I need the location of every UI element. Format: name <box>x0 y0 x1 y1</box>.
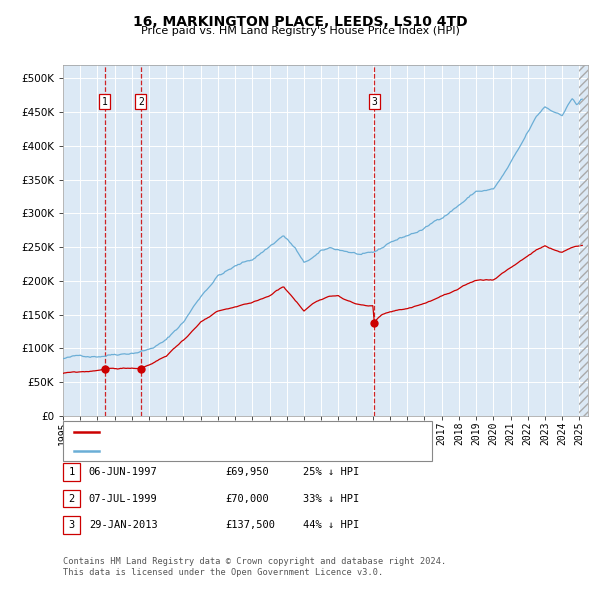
Text: 16, MARKINGTON PLACE, LEEDS, LS10 4TD (detached house): 16, MARKINGTON PLACE, LEEDS, LS10 4TD (d… <box>104 428 421 438</box>
Text: Contains HM Land Registry data © Crown copyright and database right 2024.: Contains HM Land Registry data © Crown c… <box>63 558 446 566</box>
Text: Price paid vs. HM Land Registry's House Price Index (HPI): Price paid vs. HM Land Registry's House … <box>140 26 460 36</box>
Text: 3: 3 <box>371 97 377 107</box>
Text: 1: 1 <box>68 467 74 477</box>
Text: 06-JUN-1997: 06-JUN-1997 <box>89 467 158 477</box>
Text: HPI: Average price, detached house, Leeds: HPI: Average price, detached house, Leed… <box>104 446 344 456</box>
Text: £137,500: £137,500 <box>225 520 275 530</box>
Text: 2: 2 <box>68 494 74 503</box>
Text: 44% ↓ HPI: 44% ↓ HPI <box>303 520 359 530</box>
Text: 16, MARKINGTON PLACE, LEEDS, LS10 4TD: 16, MARKINGTON PLACE, LEEDS, LS10 4TD <box>133 15 467 29</box>
Text: 33% ↓ HPI: 33% ↓ HPI <box>303 494 359 503</box>
Text: £70,000: £70,000 <box>225 494 269 503</box>
Text: 29-JAN-2013: 29-JAN-2013 <box>89 520 158 530</box>
Text: £69,950: £69,950 <box>225 467 269 477</box>
Text: 3: 3 <box>68 520 74 530</box>
Text: 2: 2 <box>138 97 144 107</box>
Text: 07-JUL-1999: 07-JUL-1999 <box>89 494 158 503</box>
Text: 1: 1 <box>102 97 108 107</box>
Text: This data is licensed under the Open Government Licence v3.0.: This data is licensed under the Open Gov… <box>63 568 383 577</box>
Text: 25% ↓ HPI: 25% ↓ HPI <box>303 467 359 477</box>
